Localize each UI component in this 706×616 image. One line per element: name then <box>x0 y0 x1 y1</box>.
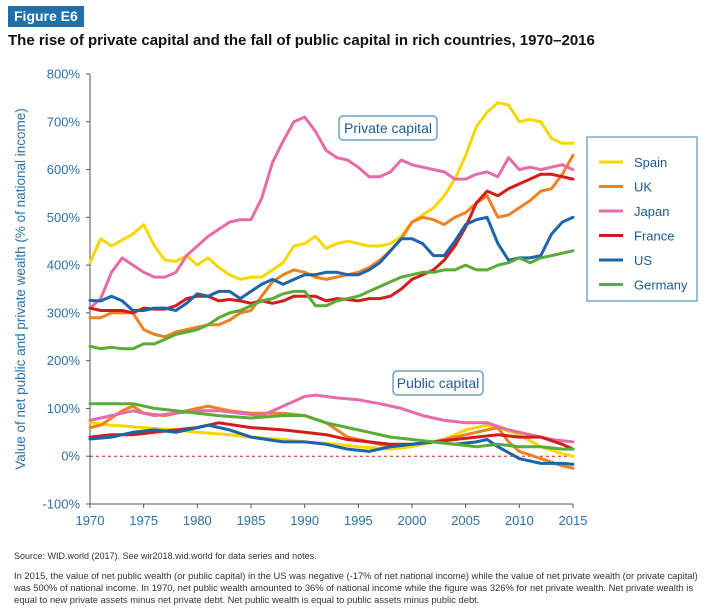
private-capital-line-germany <box>88 249 575 351</box>
legend-label-france: France <box>634 229 674 244</box>
x-tick-label: 1970 <box>76 513 105 528</box>
legend-label-spain: Spain <box>634 155 667 170</box>
private-capital-annotation-box <box>338 115 438 141</box>
chart-title: The rise of private capital and the fall… <box>8 32 595 49</box>
private-capital-line-uk <box>88 153 575 339</box>
legend-label-japan: Japan <box>634 204 669 219</box>
note-text: In 2015, the value of net public wealth … <box>14 570 698 605</box>
public-capital-annotation-box <box>392 370 484 396</box>
y-tick-label: 400% <box>47 258 81 273</box>
x-tick-label: 1985 <box>237 513 266 528</box>
x-tick-label: 2005 <box>451 513 480 528</box>
legend-box <box>586 136 698 302</box>
y-tick-label: 300% <box>47 305 81 320</box>
legend-label-germany: Germany <box>634 278 688 293</box>
y-tick-label: 200% <box>47 353 81 368</box>
source-text: Source: WID.world (2017). See wir2018.wi… <box>14 551 317 561</box>
y-tick-label: 500% <box>47 210 81 225</box>
y-axis-label: Value of net public and private wealth (… <box>13 108 28 469</box>
y-tick-label: 700% <box>47 114 81 129</box>
public-capital-line-germany <box>88 402 575 451</box>
x-tick-label: 1975 <box>129 513 158 528</box>
x-tick-label: 2015 <box>559 513 588 528</box>
y-tick-label: 100% <box>47 401 81 416</box>
x-tick-label: 1980 <box>183 513 212 528</box>
public-capital-line-us <box>88 423 575 466</box>
y-tick-label: 0% <box>61 449 80 464</box>
line-chart: -100% 0% 100% 200% 300% 400% 500% 600% 700% 800% 1… <box>13 67 698 528</box>
private-capital-line-us <box>88 215 575 312</box>
x-tick-label: 1990 <box>290 513 319 528</box>
x-tick-label: 2010 <box>505 513 534 528</box>
y-tick-label: 600% <box>47 162 81 177</box>
legend-label-uk: UK <box>634 180 652 195</box>
y-tick-label: -100% <box>42 497 80 512</box>
x-tick-label: 2000 <box>398 513 427 528</box>
public-capital-annotation-label: Public capital <box>397 375 480 391</box>
private-capital-line-japan <box>88 115 575 310</box>
y-tick-label: 800% <box>47 67 81 82</box>
x-tick-label: 1995 <box>344 513 373 528</box>
private-capital-annotation-label: Private capital <box>344 120 432 136</box>
public-capital-line-japan <box>88 393 575 444</box>
private-capital-line-spain <box>88 101 575 281</box>
legend-label-us: US <box>634 253 652 268</box>
private-capital-line-france <box>88 172 575 315</box>
figure-label: Figure E6 <box>8 6 84 27</box>
